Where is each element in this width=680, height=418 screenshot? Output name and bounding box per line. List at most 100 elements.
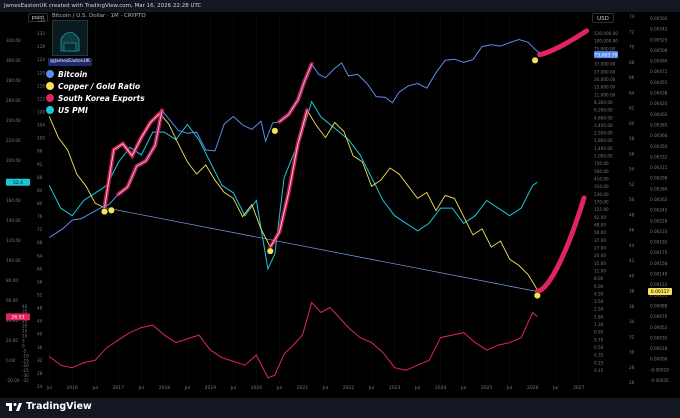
right-axis-3-tick: 0.00350 (650, 144, 668, 149)
right-axis-2-tick: 66 (629, 75, 635, 80)
x-tick-label: 2023 (389, 385, 401, 391)
x-tick-label: 2018 (159, 385, 171, 391)
x-tick-label: 2016 (67, 385, 79, 391)
left-axis-3-tick: 0 (22, 343, 25, 348)
left-axis-3-tick: 5 (22, 339, 25, 344)
right-axis-1-tick: 15.00 (594, 261, 606, 266)
right-axis-1-tick: 3,400.00 (594, 123, 613, 128)
left-axis-1-tick: 80.00 (6, 278, 18, 283)
tradingview-logo[interactable]: TradingView (6, 401, 92, 412)
left-axis-2-tick: 32 (37, 358, 43, 363)
right-axis-3-tick: 0.00560 (650, 16, 668, 21)
left-axis-2-tick: 28 (37, 371, 43, 376)
left-axis-1-tick: 40.00 (6, 318, 18, 323)
right-axis-1-tick: 560.00 (594, 169, 609, 174)
price-tag-label: 73,603.70 (595, 52, 618, 58)
right-axis-1-tick: 6.00 (594, 284, 604, 289)
right-axis-1-tick: 230.00 (594, 192, 609, 197)
highlight-rally-core (104, 113, 160, 208)
right-axis-3-tick: 0.00368 (650, 133, 668, 138)
left-axis-2-tick: 92 (37, 162, 43, 167)
right-axis-3-tick: 0.00192 (650, 240, 668, 245)
right-axis-1-tick: 37.00 (594, 238, 606, 243)
left-axis-2-tick: 72 (37, 227, 43, 232)
legend-label: South Korea Exports (58, 93, 145, 103)
x-tick-label: Jul (184, 385, 190, 391)
header-bar: JamesEastonUK created with TradingView.c… (0, 0, 680, 12)
right-axis-1-tick: 92.00 (594, 215, 606, 220)
right-axis-3-tick: 0.00070 (650, 314, 668, 319)
price-tag-label: 26.53 (12, 314, 25, 320)
left-axis-1-tick: 220.00 (6, 138, 21, 143)
trend-line (104, 207, 538, 292)
legend-label: Copper / Gold Ratio (58, 81, 141, 91)
right-axis-1-tick: 130,000.00 (594, 31, 618, 36)
right-axis-2-tick: 68 (629, 60, 635, 65)
left-axis-3-tick: 25 (22, 319, 28, 324)
right-axis-1-tick: 0.35 (594, 353, 604, 358)
left-axis-1-tick: 160.00 (6, 198, 21, 203)
right-axis-3-tick: 0.00035 (650, 335, 668, 340)
right-axis-3-tick: 0.00228 (650, 218, 668, 223)
left-axis-3-tick: -20 (22, 363, 29, 368)
right-axis-1-tick: 1.30 (594, 322, 604, 327)
left-axis-1-tick: -20.00 (6, 378, 20, 383)
right-axis-1-tick: 8,300.00 (594, 100, 613, 105)
left-axis-2-tick: 136 (37, 18, 45, 23)
left-axis-1-tick: 280.00 (6, 78, 21, 83)
left-axis-2-tick: 64 (37, 253, 43, 258)
x-tick-label: 2020 (251, 385, 263, 391)
x-tick-label: Jul (276, 385, 282, 391)
left-axis-2-tick: 76 (37, 214, 43, 219)
right-axis-1-tick: 0.15 (594, 368, 604, 373)
right-axis-1-tick: 310.00 (594, 184, 609, 189)
right-axis-1-tick: 0.70 (594, 337, 604, 342)
x-tick-label: 2027 (573, 385, 585, 391)
price-tag-box (6, 178, 30, 186)
right-axis-3-tick: 0.00158 (650, 261, 668, 266)
highlight-rally-core (269, 110, 308, 248)
right-axis-2-tick: 62 (629, 106, 635, 111)
right-axis-1-tick: 1,000.00 (594, 154, 613, 159)
right-axis-1-tick: 2.50 (594, 307, 604, 312)
right-axis-3-tick: 0.00052 (650, 325, 668, 330)
right-axis-1-tick: 75,000.00 (594, 46, 616, 51)
left-axis-1-tick: 200.00 (6, 158, 21, 163)
left-axis-2-tick: 124 (37, 57, 45, 62)
right-axis-3-tick: 0.00420 (650, 101, 668, 106)
point-button[interactable]: point (28, 13, 48, 22)
left-axis-3-tick: -5 (22, 348, 27, 353)
right-axis-1-tick: 20,000.00 (594, 77, 616, 82)
left-axis-1-tick: 240.00 (6, 118, 21, 123)
chart-canvas[interactable]: Jul 2016 Jul 2017 Jul 2018 Jul 2019 Jul 2020 Jul 20… (0, 0, 680, 398)
avatar (52, 20, 88, 56)
right-axis-3-tick: 0.00262 (650, 197, 668, 202)
right-axis-2-tick: 46 (629, 228, 635, 233)
series-line-copper-gold (48, 109, 543, 292)
left-axis-1-tick: 20.00 (6, 338, 18, 343)
currency-button[interactable]: USD (592, 13, 614, 23)
right-axis-3-tick: 0.00000 (650, 357, 668, 362)
x-tick-label: 2022 (343, 385, 355, 391)
left-axis-2-tick: 132 (37, 31, 45, 36)
right-axis-2-tick: 72 (629, 29, 635, 34)
x-tick-label: 2024 (435, 385, 447, 391)
series-line-south-korea-exports (48, 301, 538, 379)
right-axis-3-tick: 0.00105 (650, 293, 668, 298)
legend-item-copper-gold: Copper / Gold Ratio (46, 80, 145, 92)
marker-dot (271, 127, 279, 135)
x-tick-label: Jul (414, 385, 420, 391)
left-axis-2-tick: 56 (37, 279, 43, 284)
right-axis-3-tick: 0.00175 (650, 250, 668, 255)
left-axis-2-tick: 112 (37, 96, 45, 101)
footer-bar: TradingView (0, 398, 680, 418)
legend-dot-icon (46, 94, 54, 102)
tradingview-logo-icon (6, 402, 22, 411)
right-axis-1-tick: 0.25 (594, 360, 604, 365)
legend-dot-icon (46, 70, 54, 78)
right-axis-3-tick: 0.00542 (650, 27, 668, 32)
right-axis-3-tick: 0.00280 (650, 186, 668, 191)
right-axis-3-tick: 0.00088 (650, 303, 668, 308)
brand-name: TradingView (26, 401, 92, 412)
left-axis-3-tick: 35 (22, 309, 28, 314)
